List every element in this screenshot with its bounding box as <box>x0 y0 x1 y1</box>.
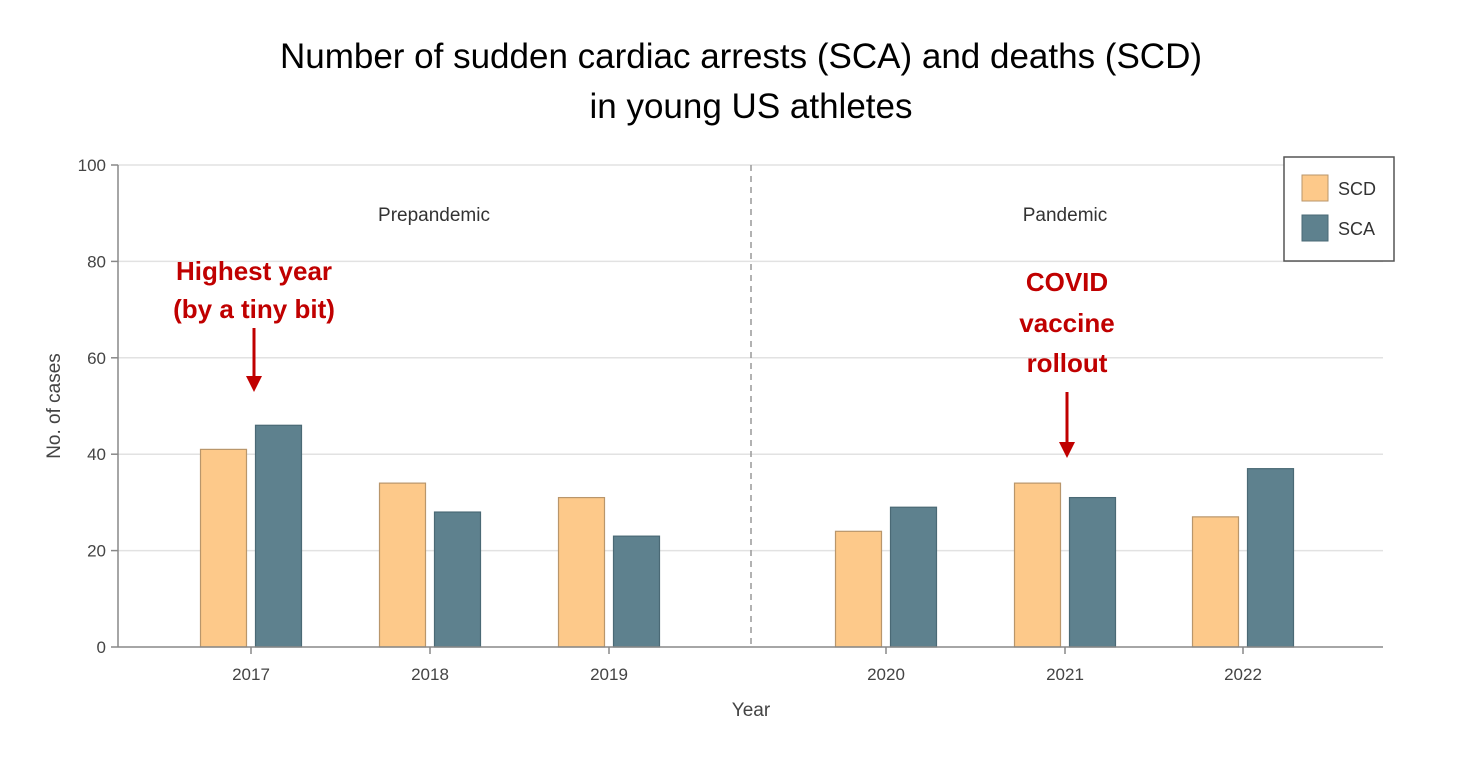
chart-subtitle: in young US athletes <box>590 87 913 126</box>
annotation-line: Highest year <box>176 256 332 286</box>
bar-scd-2021 <box>1013 482 1062 648</box>
x-tick-label: 2017 <box>232 665 270 684</box>
bar-sca-2021 <box>1068 496 1117 648</box>
y-axis-label: No. of cases <box>44 353 65 459</box>
x-tick-label: 2020 <box>867 665 905 684</box>
annotation-line: (by a tiny bit) <box>173 294 335 324</box>
annotation-line: vaccine <box>1019 308 1114 338</box>
bar-sca-2017 <box>254 424 303 648</box>
annotation-vaccine-rollout: COVID vaccine rollout <box>1019 267 1115 458</box>
y-tick-label: 60 <box>87 349 106 368</box>
x-tick-label: 2018 <box>411 665 449 684</box>
bar-sca-2022 <box>1246 468 1295 648</box>
bar-scd-2018 <box>378 482 427 648</box>
annotation-line: COVID <box>1026 267 1108 297</box>
arrowhead-icon <box>1059 442 1075 458</box>
legend-box <box>1283 156 1395 262</box>
bar-scd-2022 <box>1191 516 1240 648</box>
arrowhead-icon <box>246 376 262 392</box>
bar-sca-2020 <box>889 506 938 648</box>
bar-scd-2020 <box>834 530 883 648</box>
legend-swatch-sca <box>1301 214 1329 242</box>
chart-title: Number of sudden cardiac arrests (SCA) a… <box>280 37 1202 76</box>
bar-scd-2017 <box>199 448 248 648</box>
y-tick-label: 80 <box>87 252 106 271</box>
annotation-line: rollout <box>1027 348 1108 378</box>
legend-swatch-scd <box>1301 174 1329 202</box>
bar-sca-2019 <box>612 535 661 648</box>
y-tick-label: 20 <box>87 542 106 561</box>
y-tick-label: 100 <box>78 156 106 175</box>
period-label-pandemic: Pandemic <box>1023 205 1108 226</box>
x-tick-label: 2019 <box>590 665 628 684</box>
x-axis-label: Year <box>732 700 771 721</box>
bar-sca-2018 <box>433 511 482 648</box>
legend-label-sca: SCA <box>1338 219 1375 239</box>
x-tick-label: 2022 <box>1224 665 1262 684</box>
legend: SCD SCA <box>1283 156 1395 262</box>
period-label-prepandemic: Prepandemic <box>378 205 490 226</box>
bar-scd-2019 <box>557 496 606 648</box>
annotation-highest-year: Highest year (by a tiny bit) <box>173 256 335 392</box>
y-tick-label: 0 <box>97 638 106 657</box>
legend-label-scd: SCD <box>1338 179 1376 199</box>
x-tick-label: 2021 <box>1046 665 1084 684</box>
y-tick-label: 40 <box>87 445 106 464</box>
